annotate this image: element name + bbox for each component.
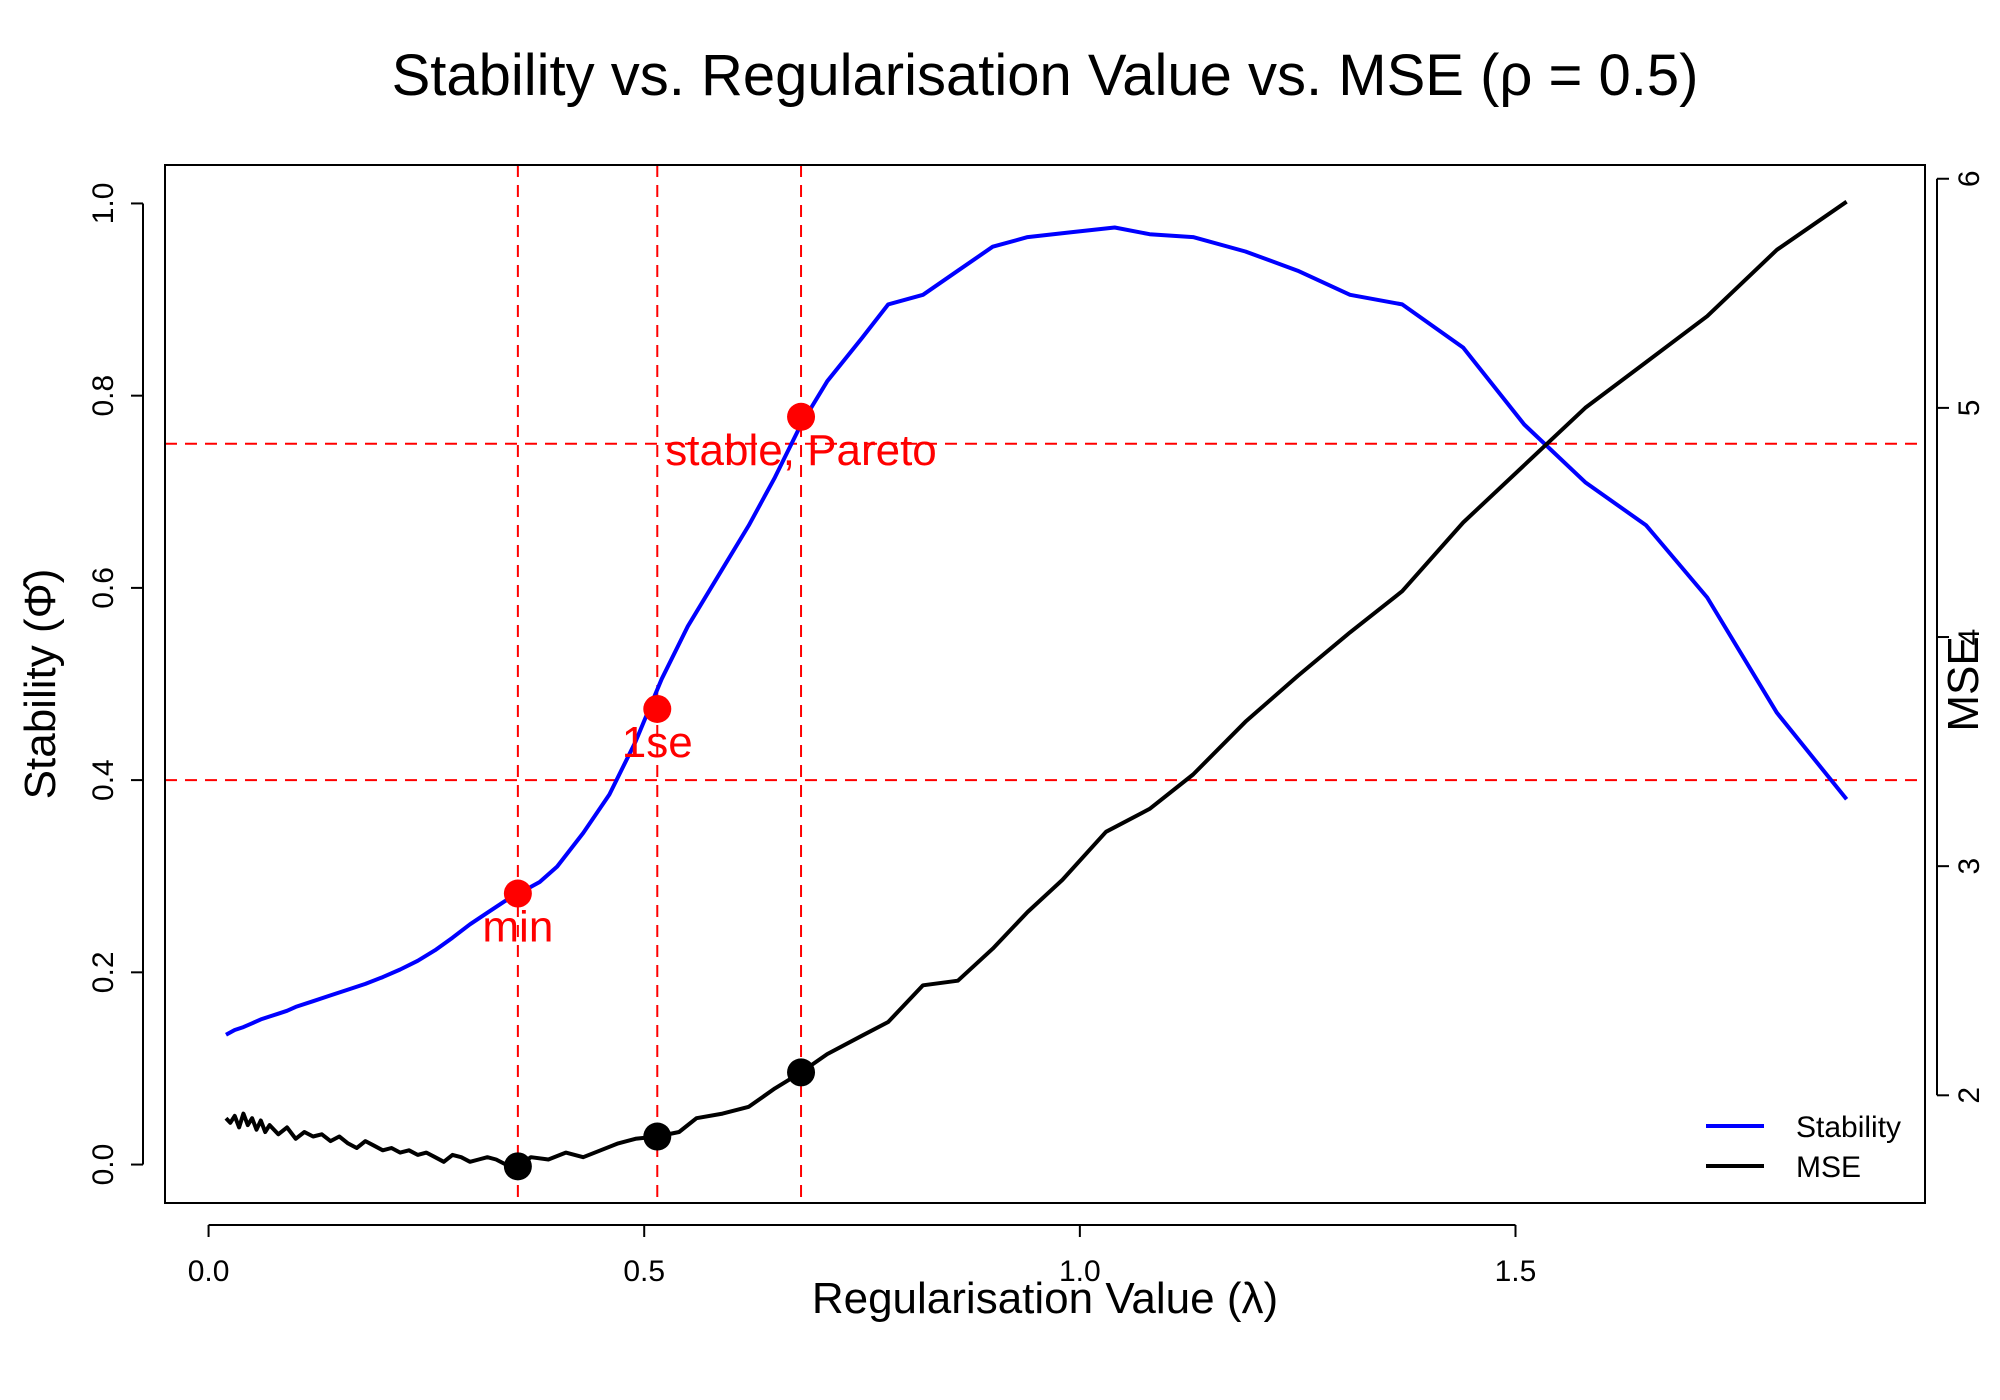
mse-point-stable-pareto <box>787 1058 816 1087</box>
x-tick-label: 1.0 <box>1059 1255 1101 1288</box>
legend-label-stability: Stability <box>1796 1111 1901 1144</box>
stability-point-1se <box>643 694 672 723</box>
plot-frame <box>164 164 1926 1204</box>
y-right-tick-label: 6 <box>1953 170 1986 187</box>
x-tick-label: 0.5 <box>623 1255 665 1288</box>
reference-lines <box>165 165 1925 1203</box>
y-axis-right-label: MSE <box>1939 636 1988 731</box>
mse-point-min <box>503 1152 532 1181</box>
x-axis: 0.0 0.5 1.0 1.5 <box>188 1224 1537 1288</box>
legend-label-mse: MSE <box>1796 1151 1861 1184</box>
point-annotation: stable, Pareto <box>665 426 937 475</box>
point-annotation: min <box>482 903 553 952</box>
x-tick-label: 0.0 <box>188 1255 230 1288</box>
y-left-tick-label: 0.0 <box>87 1144 120 1186</box>
mse-point-1se <box>643 1122 672 1151</box>
y-left-tick-label: 0.4 <box>87 759 120 801</box>
y-axis-left: 0.0 0.2 0.4 0.6 0.8 1.0 <box>87 183 144 1186</box>
y-axis-left-label: Stability (Φ̂) <box>16 569 65 800</box>
stability-point-stable-pareto <box>787 402 816 431</box>
x-tick-label: 1.5 <box>1495 1255 1537 1288</box>
legend: Stability MSE <box>1706 1111 1901 1184</box>
y-right-tick-label: 4 <box>1953 629 1986 646</box>
chart-title: Stability vs. Regularisation Value vs. M… <box>392 43 1699 108</box>
highlight-points: min 1se stable, Pareto <box>482 402 937 1181</box>
y-axis-right: 2 3 4 5 6 <box>1936 170 1986 1104</box>
y-left-tick-label: 0.8 <box>87 375 120 417</box>
y-left-tick-label: 1.0 <box>87 183 120 225</box>
y-left-tick-label: 0.2 <box>87 951 120 993</box>
stability-point-min <box>503 879 532 908</box>
point-annotation: 1se <box>622 718 693 767</box>
x-axis-label: Regularisation Value (λ) <box>812 1274 1278 1323</box>
y-right-tick-label: 2 <box>1953 1087 1986 1104</box>
y-right-tick-label: 3 <box>1953 858 1986 875</box>
series-line-stability <box>225 225 1849 1037</box>
y-right-tick-label: 5 <box>1953 400 1986 417</box>
y-left-tick-label: 0.6 <box>87 567 120 609</box>
